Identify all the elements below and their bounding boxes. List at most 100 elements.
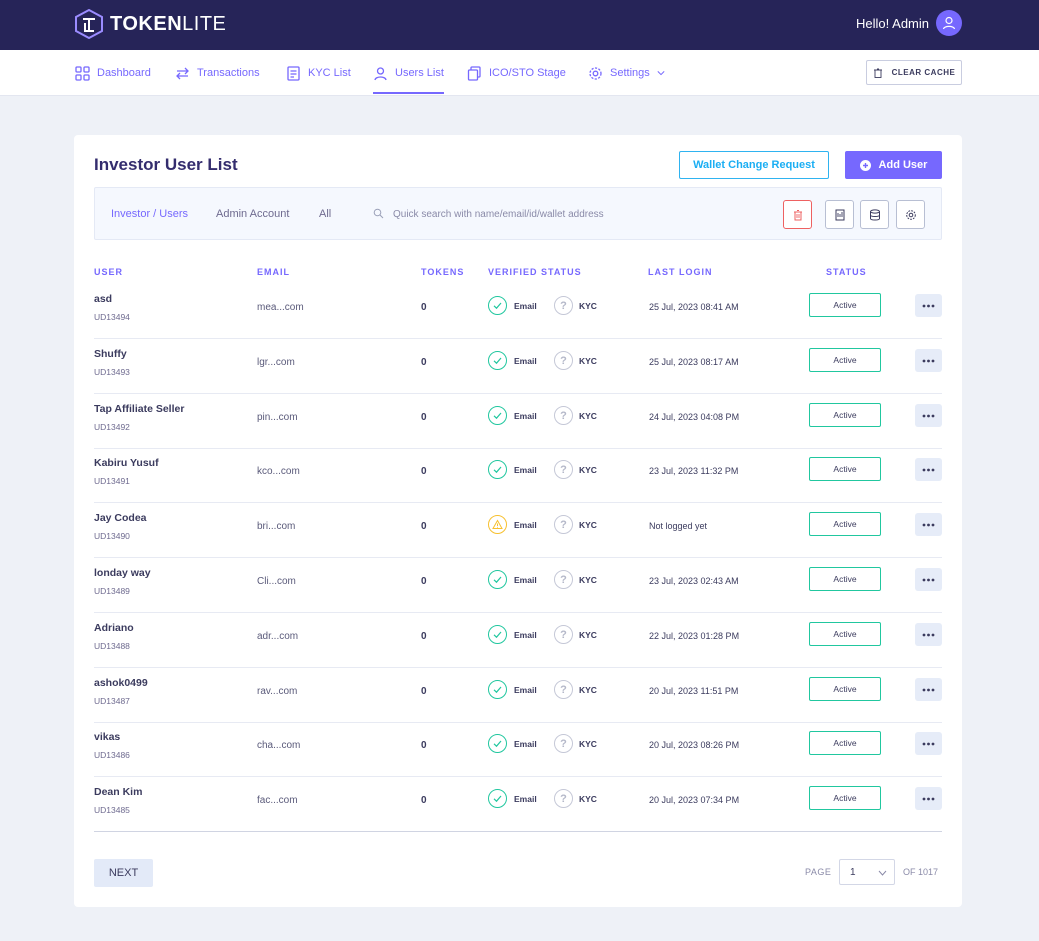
more-dots-icon — [922, 797, 935, 800]
user-name[interactable]: Adriano — [94, 622, 134, 634]
user-name[interactable]: Shuffy — [94, 348, 127, 360]
plus-circle-icon — [859, 159, 871, 171]
email-verified-badge — [488, 296, 507, 315]
email-verified-badge — [488, 351, 507, 370]
search-input[interactable] — [393, 203, 763, 225]
last-login: 23 Jul, 2023 02:43 AM — [649, 576, 739, 586]
user-name[interactable]: Dean Kim — [94, 786, 143, 798]
user-greeting: Hello! Admin — [856, 16, 929, 31]
user-icon — [942, 16, 956, 30]
kyc-status-label: KYC — [579, 411, 597, 421]
more-dots-icon — [922, 304, 935, 307]
tab-admin-account[interactable]: Admin Account — [216, 208, 290, 220]
token-logo-icon — [75, 9, 103, 39]
row-actions-button[interactable] — [915, 568, 942, 591]
nav-users-list[interactable]: Users List — [373, 50, 444, 96]
row-actions-button[interactable] — [915, 513, 942, 536]
column-header-email[interactable]: EMAIL — [257, 267, 290, 277]
stage-icon — [467, 65, 481, 81]
user-email: Cli...com — [257, 576, 296, 587]
kyc-status-label: KYC — [579, 630, 597, 640]
nav-transactions[interactable]: Transactions — [175, 50, 260, 96]
row-actions-button[interactable] — [915, 349, 942, 372]
check-icon — [493, 631, 502, 639]
user-tokens: 0 — [421, 740, 427, 751]
user-email: rav...com — [257, 686, 298, 697]
users-icon — [374, 66, 387, 80]
table-row: londay way UD13489 Cli...com 0 Email? KYC 23 J… — [94, 558, 942, 613]
table-row: Jay Codea UD13490 bri...com 0 Email? KYC Not l… — [94, 503, 942, 558]
more-dots-icon — [922, 578, 935, 581]
brand-logo[interactable]: TOKENLITE — [74, 8, 226, 40]
nav-ico-sto-stage[interactable]: ICO/STO Stage — [467, 50, 566, 96]
delete-button[interactable] — [783, 200, 812, 229]
user-name[interactable]: Kabiru Yusuf — [94, 457, 159, 469]
more-dots-icon — [922, 633, 935, 636]
row-actions-button[interactable] — [915, 678, 942, 701]
user-name[interactable]: Tap Affiliate Seller — [94, 403, 185, 415]
email-status-label: Email — [514, 794, 537, 804]
last-login: 22 Jul, 2023 01:28 PM — [649, 631, 740, 641]
page-title: Investor User List — [94, 155, 238, 174]
user-name[interactable]: vikas — [94, 731, 121, 743]
user-tokens: 0 — [421, 686, 427, 697]
nav-kyc-list[interactable]: KYC List — [286, 50, 351, 96]
user-id: UD13493 — [94, 367, 130, 377]
transactions-icon — [176, 67, 189, 79]
user-tokens: 0 — [421, 302, 427, 313]
user-email: fac...com — [257, 795, 298, 806]
last-login: 25 Jul, 2023 08:41 AM — [649, 302, 739, 312]
status-badge: Active — [809, 731, 881, 755]
row-actions-button[interactable] — [915, 458, 942, 481]
nav-dashboard[interactable]: Dashboard — [75, 50, 151, 96]
nav-settings[interactable]: Settings — [588, 50, 665, 96]
row-actions-button[interactable] — [915, 787, 942, 810]
user-id: UD13490 — [94, 531, 130, 541]
more-dots-icon — [922, 523, 935, 526]
clear-cache-button[interactable]: CLEAR CACHE — [866, 60, 962, 85]
email-status-label: Email — [514, 685, 537, 695]
nav-kyc-list-label: KYC List — [308, 67, 351, 79]
user-name[interactable]: ashok0499 — [94, 677, 148, 689]
kyc-unknown-icon: ? — [554, 734, 573, 753]
export-button[interactable] — [825, 200, 854, 229]
check-icon — [493, 412, 502, 420]
kyc-unknown-icon: ? — [554, 406, 573, 425]
next-page-button[interactable]: NEXT — [94, 859, 153, 887]
kyc-unknown-icon: ? — [554, 460, 573, 479]
user-email: mea...com — [257, 302, 304, 313]
page-select[interactable]: 1 — [839, 859, 895, 885]
database-button[interactable] — [860, 200, 889, 229]
kyc-unknown-icon: ? — [554, 789, 573, 808]
tab-all[interactable]: All — [319, 208, 332, 220]
kyc-status-label: KYC — [579, 685, 597, 695]
add-user-button[interactable]: Add User — [845, 151, 942, 179]
user-email: lgr...com — [257, 357, 295, 368]
user-id: UD13492 — [94, 422, 130, 432]
column-header-status: STATUS — [826, 267, 867, 277]
row-actions-button[interactable] — [915, 294, 942, 317]
row-actions-button[interactable] — [915, 732, 942, 755]
check-icon — [493, 576, 502, 584]
user-name[interactable]: asd — [94, 293, 113, 305]
user-name[interactable]: londay way — [94, 567, 151, 579]
wallet-change-request-button[interactable]: Wallet Change Request — [679, 151, 829, 179]
check-icon — [493, 302, 502, 310]
column-header-last-login[interactable]: LAST LOGIN — [648, 267, 713, 277]
status-badge: Active — [809, 786, 881, 810]
clear-cache-label: CLEAR CACHE — [891, 68, 956, 77]
row-actions-button[interactable] — [915, 623, 942, 646]
kyc-unknown-icon: ? — [554, 515, 573, 534]
top-bar: TOKENLITE Hello! Admin — [0, 0, 1039, 50]
user-avatar[interactable] — [936, 10, 962, 36]
column-header-user[interactable]: USER — [94, 267, 124, 277]
row-actions-button[interactable] — [915, 404, 942, 427]
table-settings-button[interactable] — [896, 200, 925, 229]
brand-name-light: LITE — [182, 12, 227, 35]
user-name[interactable]: Jay Codea — [94, 512, 147, 524]
brand-name-bold: TOKEN — [110, 12, 183, 35]
tab-investor-users[interactable]: Investor / Users — [111, 208, 189, 220]
email-status-label: Email — [514, 520, 537, 530]
column-header-tokens[interactable]: TOKENS — [421, 267, 465, 277]
user-id: UD13494 — [94, 312, 130, 322]
